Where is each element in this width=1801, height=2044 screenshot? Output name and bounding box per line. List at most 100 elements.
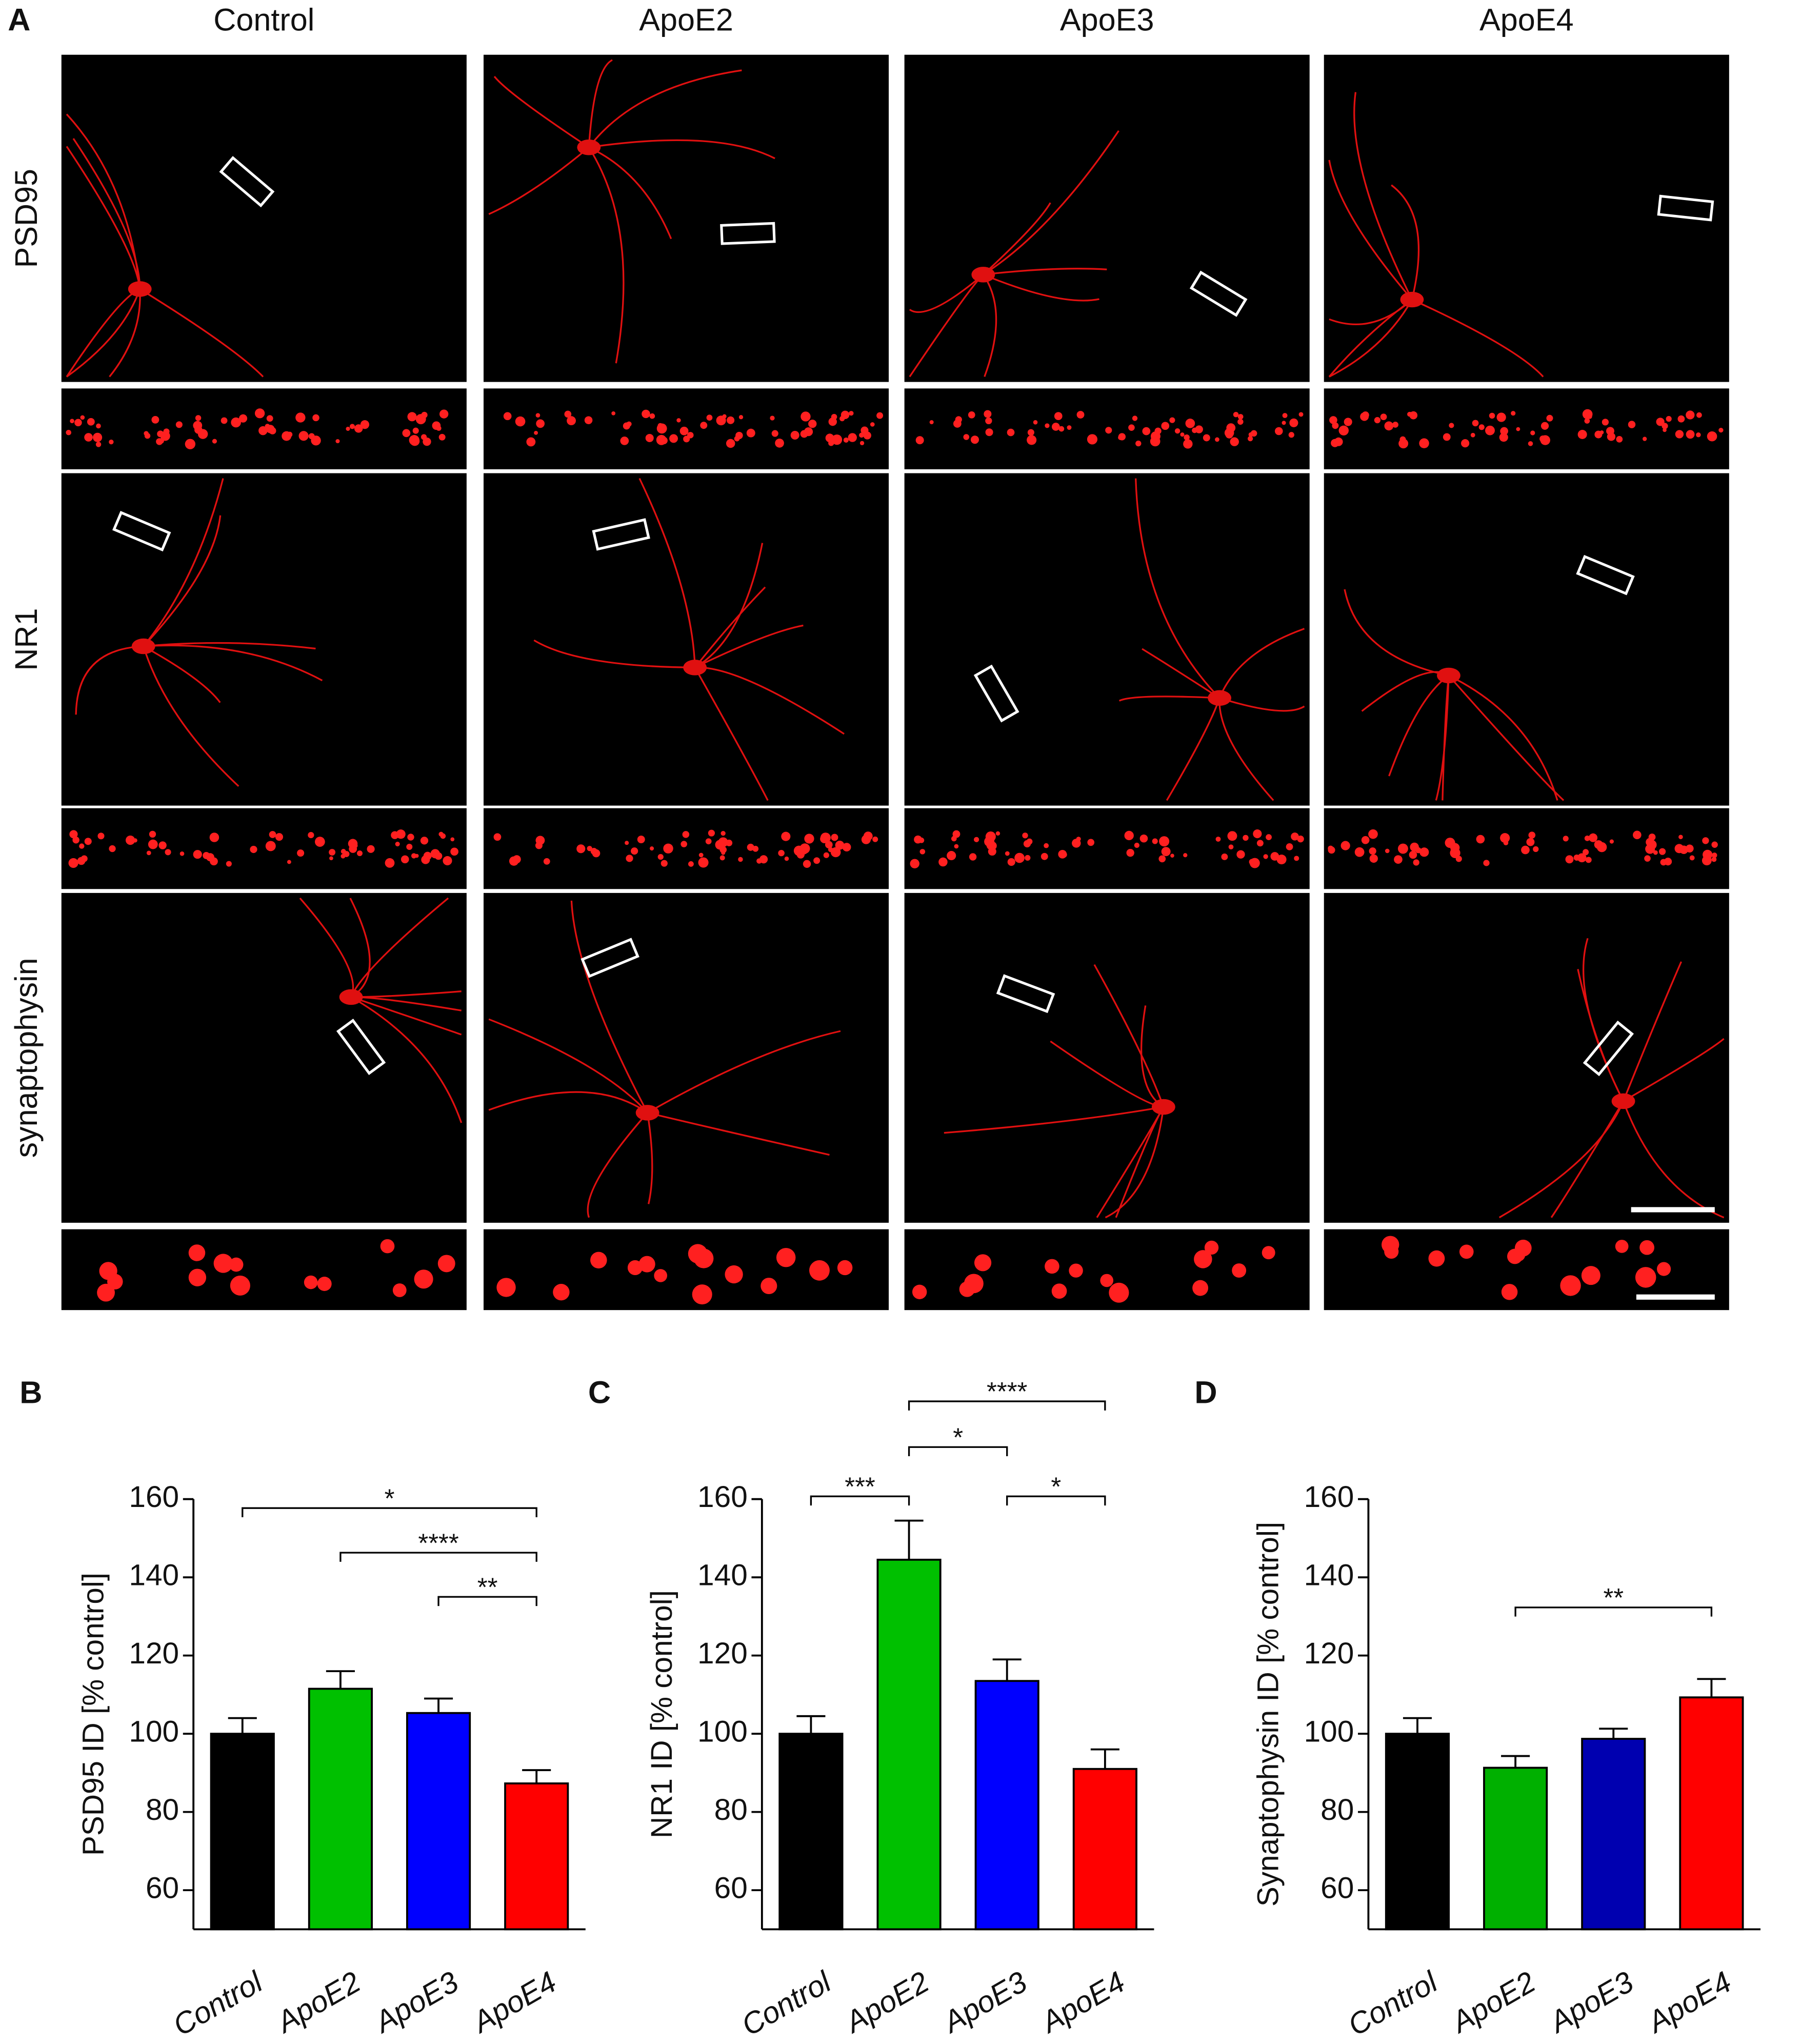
- puncta: [796, 850, 805, 859]
- dendrite: [139, 288, 264, 378]
- puncta: [1221, 855, 1226, 859]
- significance-bracket: [908, 1400, 1106, 1411]
- dendrite: [983, 130, 1119, 275]
- row-label: PSD95: [9, 169, 44, 268]
- puncta: [1007, 858, 1015, 866]
- puncta: [87, 418, 95, 426]
- significance-label: ****: [987, 1377, 1028, 1406]
- puncta: [254, 408, 265, 419]
- puncta: [409, 435, 419, 446]
- puncta: [1648, 834, 1656, 841]
- micrograph: [1324, 473, 1729, 806]
- puncta: [1419, 847, 1429, 857]
- puncta: [1380, 413, 1387, 421]
- significance-label: *: [385, 1483, 395, 1513]
- puncta: [329, 856, 333, 861]
- puncta: [515, 416, 526, 427]
- puncta: [848, 433, 857, 442]
- puncta: [679, 426, 689, 435]
- puncta: [79, 843, 85, 849]
- puncta: [1577, 853, 1587, 863]
- inset-box: [1576, 554, 1635, 596]
- puncta: [395, 842, 400, 847]
- dendrite: [570, 900, 649, 1114]
- micrograph: [61, 473, 467, 806]
- puncta: [1696, 432, 1701, 438]
- neuron: [1344, 589, 1565, 801]
- puncta: [391, 831, 399, 839]
- puncta: [1679, 845, 1688, 855]
- puncta: [1270, 852, 1279, 861]
- puncta: [974, 1254, 992, 1272]
- dendrite: [143, 644, 323, 682]
- puncta: [567, 416, 576, 426]
- puncta: [349, 424, 355, 429]
- puncta: [1344, 418, 1352, 426]
- puncta: [1237, 414, 1244, 420]
- puncta: [771, 430, 778, 437]
- dendrite: [909, 274, 984, 313]
- puncta: [354, 424, 363, 433]
- puncta: [1609, 839, 1614, 844]
- bar: [1483, 1767, 1548, 1931]
- dendrite: [944, 1106, 1164, 1134]
- puncta: [1263, 854, 1268, 859]
- dendrite: [1219, 697, 1305, 712]
- puncta: [837, 1260, 853, 1276]
- puncta: [1581, 1266, 1600, 1285]
- puncta: [645, 433, 654, 442]
- puncta: [1135, 440, 1142, 447]
- row-label: synaptophysin: [9, 958, 44, 1158]
- puncta: [727, 416, 735, 424]
- y-tick-label: 140: [697, 1559, 748, 1592]
- neuron: [75, 478, 323, 787]
- dendrite: [1329, 299, 1413, 378]
- significance-label: ****: [418, 1528, 459, 1557]
- puncta: [1450, 843, 1460, 852]
- puncta: [698, 852, 704, 858]
- puncta: [266, 415, 273, 422]
- puncta: [649, 413, 655, 419]
- dendrite: [694, 543, 764, 668]
- puncta: [870, 422, 875, 427]
- puncta: [611, 411, 616, 415]
- x-tick-label: Control: [168, 1964, 269, 2042]
- puncta: [84, 433, 93, 442]
- puncta: [1228, 844, 1234, 850]
- puncta: [620, 436, 629, 445]
- puncta: [1124, 830, 1134, 841]
- puncta: [1203, 434, 1210, 442]
- puncta: [1483, 860, 1490, 866]
- puncta: [1153, 434, 1158, 439]
- puncta: [1183, 853, 1188, 858]
- puncta: [146, 850, 151, 856]
- puncta: [1282, 413, 1288, 419]
- row-label: NR1: [9, 608, 44, 671]
- puncta: [828, 847, 833, 852]
- puncta: [1248, 432, 1253, 437]
- puncta: [1051, 423, 1060, 431]
- puncta: [1262, 1246, 1275, 1260]
- puncta: [231, 417, 241, 428]
- micrograph: [483, 54, 889, 382]
- puncta: [179, 851, 185, 856]
- puncta: [1409, 850, 1417, 859]
- y-tick-label: 60: [146, 1872, 179, 1905]
- x-tick-label: ApoE4: [1034, 1965, 1131, 2039]
- puncta: [1560, 1275, 1581, 1296]
- dendrite: [1328, 160, 1413, 301]
- dendrite: [1353, 92, 1413, 300]
- significance-bracket: [1514, 1606, 1713, 1617]
- puncta: [1369, 847, 1376, 855]
- puncta: [1045, 423, 1050, 428]
- puncta: [963, 434, 970, 440]
- puncta: [314, 837, 325, 847]
- puncta: [726, 439, 735, 448]
- puncta: [72, 837, 79, 844]
- puncta: [411, 853, 417, 859]
- puncta: [367, 845, 375, 853]
- puncta: [590, 1252, 607, 1269]
- neuron: [488, 59, 775, 364]
- dendrite: [350, 996, 463, 1123]
